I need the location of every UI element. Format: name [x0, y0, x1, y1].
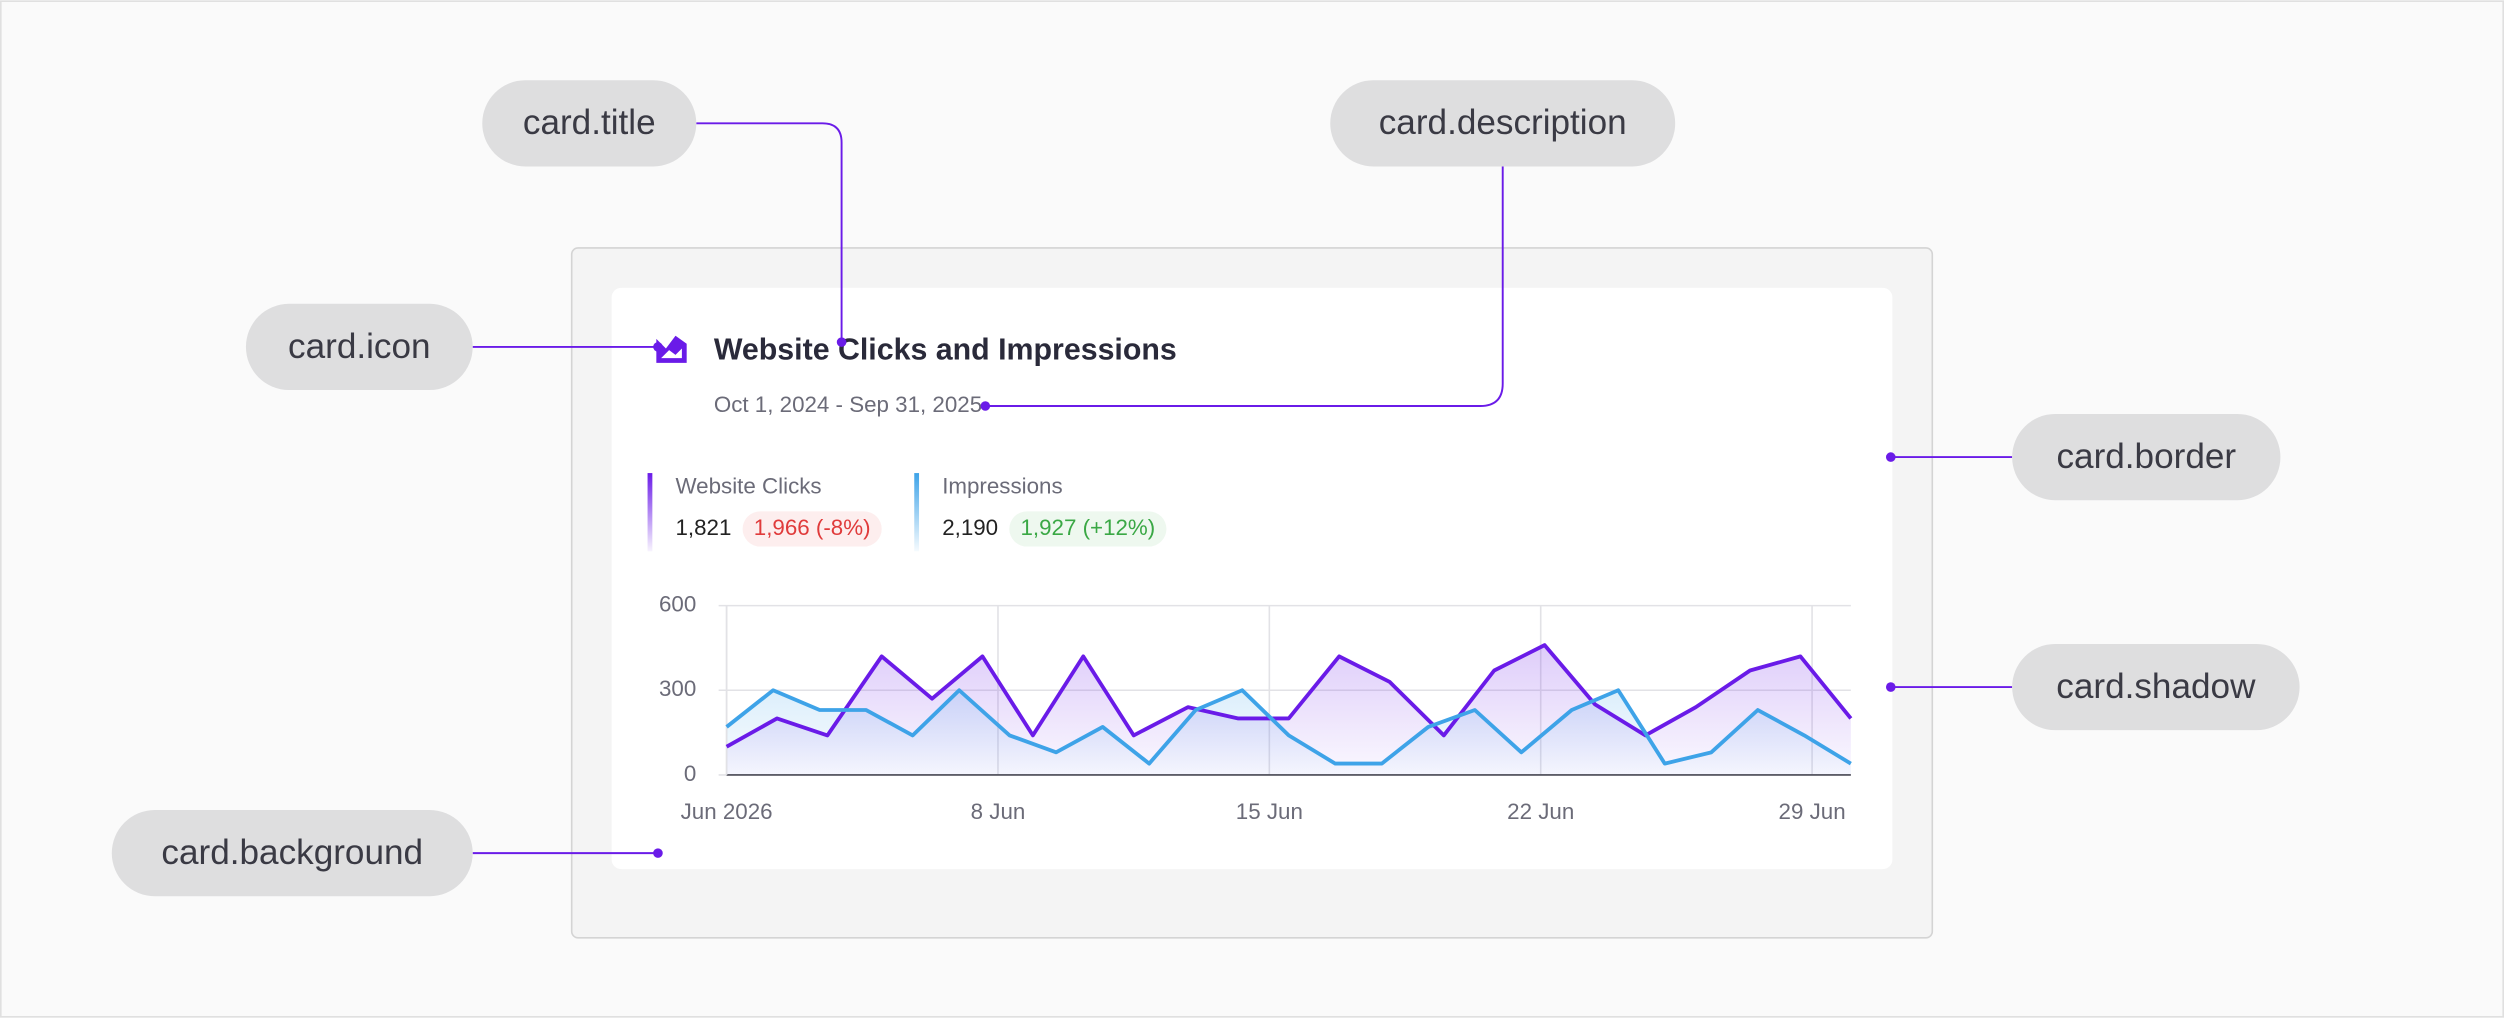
annotation-label: card.title: [523, 103, 656, 142]
x-tick-label: Jun 2026: [681, 799, 773, 824]
annotation-pill: [245, 303, 473, 391]
annotation-dot: [653, 848, 663, 858]
legend-name: Impressions: [942, 473, 1062, 498]
legend-value: 1,821: [676, 515, 732, 540]
annotation-dot: [1885, 682, 1896, 692]
annotation-pill: [1330, 80, 1676, 167]
card-title: Website Clicks and Impressions: [714, 334, 1177, 367]
card-description: Oct 1, 2024 - Sep 31, 2025: [714, 392, 982, 417]
annotation-pill: [111, 810, 473, 897]
annotation-dot: [836, 337, 847, 347]
annotation-pill: [2012, 413, 2281, 501]
y-tick-label: 600: [659, 592, 696, 617]
annotation-label: card.shadow: [2056, 667, 2256, 706]
x-tick-label: 29 Jun: [1779, 799, 1846, 824]
annotation-dot: [653, 342, 663, 352]
legend-bar: [914, 473, 920, 552]
legend-comparison-pill: [1009, 511, 1167, 547]
annotation-label: card.icon: [288, 327, 431, 366]
x-tick-label: 8 Jun: [971, 799, 1026, 824]
legend-bar: [647, 473, 653, 552]
series-area: [726, 690, 1851, 775]
legend-comparison: 1,966 (-8%): [754, 515, 871, 540]
annotation-connector: [985, 166, 1504, 407]
x-tick-label: 15 Jun: [1236, 799, 1303, 824]
annotation-label: card.description: [1379, 103, 1627, 142]
legend-name: Website Clicks: [676, 473, 822, 498]
annotation-label: card.background: [161, 833, 423, 872]
annotation-pill: [482, 80, 697, 167]
legend-value: 2,190: [942, 515, 998, 540]
annotation-dot: [1885, 452, 1896, 462]
annotation-label: card.border: [2056, 437, 2236, 476]
y-tick-label: 300: [659, 676, 696, 701]
card-background: [611, 287, 1893, 870]
annotation-dot: [980, 401, 991, 411]
series-line: [725, 643, 1853, 749]
y-tick-label: 0: [684, 761, 696, 786]
annotation-connector: [696, 122, 843, 343]
annotation-pill: [2012, 643, 2300, 731]
legend-comparison: 1,927 (+12%): [1020, 515, 1155, 540]
card-icon: [656, 335, 687, 363]
chart: 0 300 600 Jun 2026 8 Jun 15 Jun 22 Jun 29 Jun: [659, 592, 1853, 824]
series-line: [725, 688, 1852, 766]
legend-comparison-pill: [742, 511, 882, 547]
x-tick-label: 22 Jun: [1507, 799, 1574, 824]
